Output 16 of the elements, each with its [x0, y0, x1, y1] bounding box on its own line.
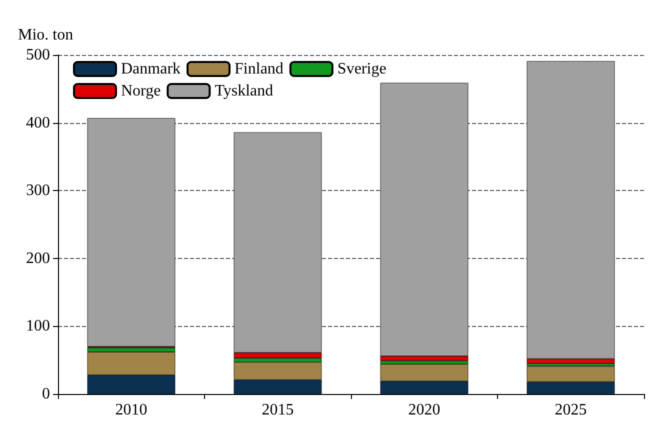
legend-label: Tyskland [214, 82, 274, 100]
y-tick-label: 200 [26, 250, 50, 267]
legend-label: Danmark [121, 60, 181, 78]
legend-label: Finland [234, 60, 284, 78]
x-tick-label: 2010 [115, 402, 148, 418]
y-tick-label: 300 [26, 182, 50, 200]
legend-label: Sverige [337, 60, 386, 78]
x-tick-label: 2015 [262, 402, 294, 418]
y-tick-label: 500 [26, 46, 50, 64]
y-tick-label: 100 [26, 318, 50, 335]
x-tick-label: 2020 [408, 402, 440, 418]
y-axis-title: Mio. ton [18, 26, 74, 44]
legend-label: Norge [121, 82, 161, 100]
y-tick-label: 400 [26, 114, 50, 132]
x-tick-label: 2025 [554, 402, 587, 418]
y-tick-label: 0 [42, 386, 50, 402]
